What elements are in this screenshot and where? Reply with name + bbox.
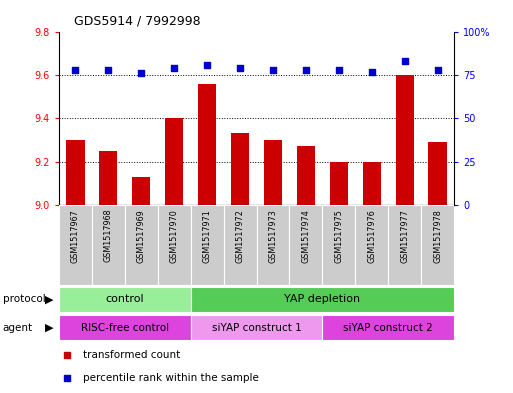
Point — [433, 67, 442, 73]
Text: GSM1517974: GSM1517974 — [301, 209, 310, 263]
Bar — [363, 162, 381, 205]
Text: GSM1517978: GSM1517978 — [433, 209, 442, 263]
Text: GSM1517970: GSM1517970 — [170, 209, 179, 263]
Point — [63, 352, 71, 358]
Text: siYAP construct 2: siYAP construct 2 — [343, 323, 433, 333]
Bar — [231, 133, 249, 205]
Text: GSM1517972: GSM1517972 — [235, 209, 245, 263]
Text: agent: agent — [3, 323, 33, 333]
Bar — [297, 147, 315, 205]
Text: YAP depletion: YAP depletion — [284, 294, 361, 305]
Bar — [59, 205, 92, 285]
Bar — [125, 205, 158, 285]
Bar — [224, 205, 256, 285]
Text: transformed count: transformed count — [83, 350, 180, 360]
Bar — [421, 205, 454, 285]
Point — [71, 67, 80, 73]
Text: percentile rank within the sample: percentile rank within the sample — [83, 373, 259, 383]
Point — [203, 62, 211, 68]
Text: ▶: ▶ — [45, 323, 54, 333]
Bar — [428, 142, 447, 205]
Bar — [66, 140, 85, 205]
Text: GDS5914 / 7992998: GDS5914 / 7992998 — [74, 15, 201, 28]
Bar — [388, 205, 421, 285]
Text: GSM1517971: GSM1517971 — [203, 209, 212, 263]
Text: GSM1517967: GSM1517967 — [71, 209, 80, 263]
Point — [236, 65, 244, 71]
Bar — [59, 315, 191, 340]
Text: protocol: protocol — [3, 294, 45, 305]
Bar — [92, 205, 125, 285]
Text: GSM1517968: GSM1517968 — [104, 209, 113, 263]
Point — [368, 68, 376, 75]
Bar — [191, 315, 322, 340]
Bar — [355, 205, 388, 285]
Bar — [198, 84, 216, 205]
Bar — [256, 205, 289, 285]
Bar — [330, 162, 348, 205]
Point — [269, 67, 277, 73]
Bar — [322, 205, 355, 285]
Text: GSM1517977: GSM1517977 — [400, 209, 409, 263]
Point — [302, 67, 310, 73]
Bar — [289, 205, 322, 285]
Text: RISC-free control: RISC-free control — [81, 323, 169, 333]
Bar — [264, 140, 282, 205]
Bar — [59, 287, 191, 312]
Text: GSM1517969: GSM1517969 — [137, 209, 146, 263]
Text: GSM1517976: GSM1517976 — [367, 209, 376, 263]
Bar — [191, 287, 454, 312]
Bar — [158, 205, 191, 285]
Point — [137, 70, 145, 77]
Point — [63, 375, 71, 381]
Text: GSM1517975: GSM1517975 — [334, 209, 343, 263]
Bar — [100, 151, 117, 205]
Text: control: control — [106, 294, 144, 305]
Text: ▶: ▶ — [45, 294, 54, 305]
Bar — [132, 176, 150, 205]
Point — [334, 67, 343, 73]
Text: GSM1517973: GSM1517973 — [268, 209, 278, 263]
Point — [401, 58, 409, 64]
Point — [170, 65, 179, 71]
Bar — [322, 315, 454, 340]
Bar — [396, 75, 413, 205]
Bar — [165, 118, 183, 205]
Bar — [191, 205, 224, 285]
Point — [104, 67, 112, 73]
Text: siYAP construct 1: siYAP construct 1 — [212, 323, 301, 333]
